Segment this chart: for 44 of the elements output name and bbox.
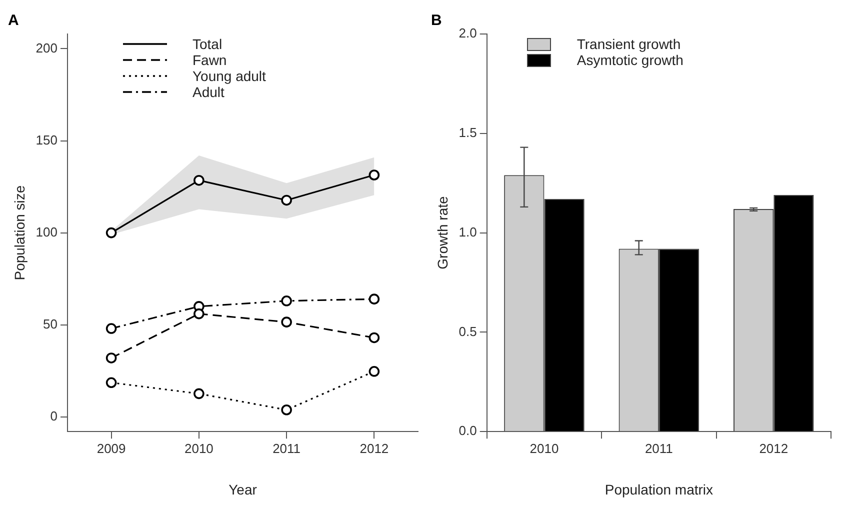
- legend-label: Fawn: [192, 52, 227, 68]
- y-axis-title: Population size: [11, 185, 28, 280]
- point: [281, 194, 292, 206]
- y-tick-label: 1.0: [458, 224, 477, 240]
- x-axis-title: Population matrix: [604, 481, 714, 498]
- x-tick-label: 2012: [759, 440, 788, 456]
- y-tick-label: 200: [36, 40, 58, 56]
- chart-title: B: [431, 12, 442, 30]
- y-tick-label: 100: [36, 224, 58, 240]
- point: [368, 170, 380, 180]
- x-tick-label: 2009: [96, 440, 126, 456]
- x-tick-label: 2011: [272, 440, 301, 456]
- y-tick-label: 1.5: [458, 124, 477, 140]
- legend-label: Total: [192, 36, 222, 52]
- y-tick-label: 0.5: [458, 324, 477, 339]
- point: [281, 296, 292, 306]
- x-tick-label: 2011: [644, 440, 673, 456]
- legend-label: Asymtotic growth: [576, 52, 684, 68]
- y-axis-title: Growth rate: [434, 196, 450, 270]
- point: [194, 388, 204, 400]
- point: [281, 404, 292, 416]
- point: [106, 323, 117, 334]
- y-tick-label: 0: [50, 408, 58, 424]
- point: [368, 332, 380, 344]
- y-tick-label: 0.0: [458, 423, 477, 438]
- legend-label: Adult: [192, 84, 224, 100]
- y-tick-label: 2.0: [458, 26, 477, 41]
- legend-label: Transient growth: [576, 36, 681, 52]
- point: [194, 174, 204, 186]
- point: [194, 308, 204, 320]
- point: [368, 366, 380, 377]
- x-tick-label: 2010: [184, 440, 214, 456]
- point: [106, 227, 117, 238]
- x-tick-label: 2010: [530, 440, 559, 456]
- y-tick-label: 150: [36, 132, 58, 148]
- x-axis-title: Year: [228, 481, 258, 498]
- x-tick-label: 2012: [360, 440, 389, 456]
- point: [368, 294, 380, 304]
- point: [106, 377, 117, 388]
- y-tick-label: 50: [43, 316, 58, 332]
- point: [106, 352, 117, 364]
- chart-title: A: [8, 12, 19, 30]
- point: [281, 316, 292, 328]
- legend-label: Young adult: [192, 68, 266, 84]
